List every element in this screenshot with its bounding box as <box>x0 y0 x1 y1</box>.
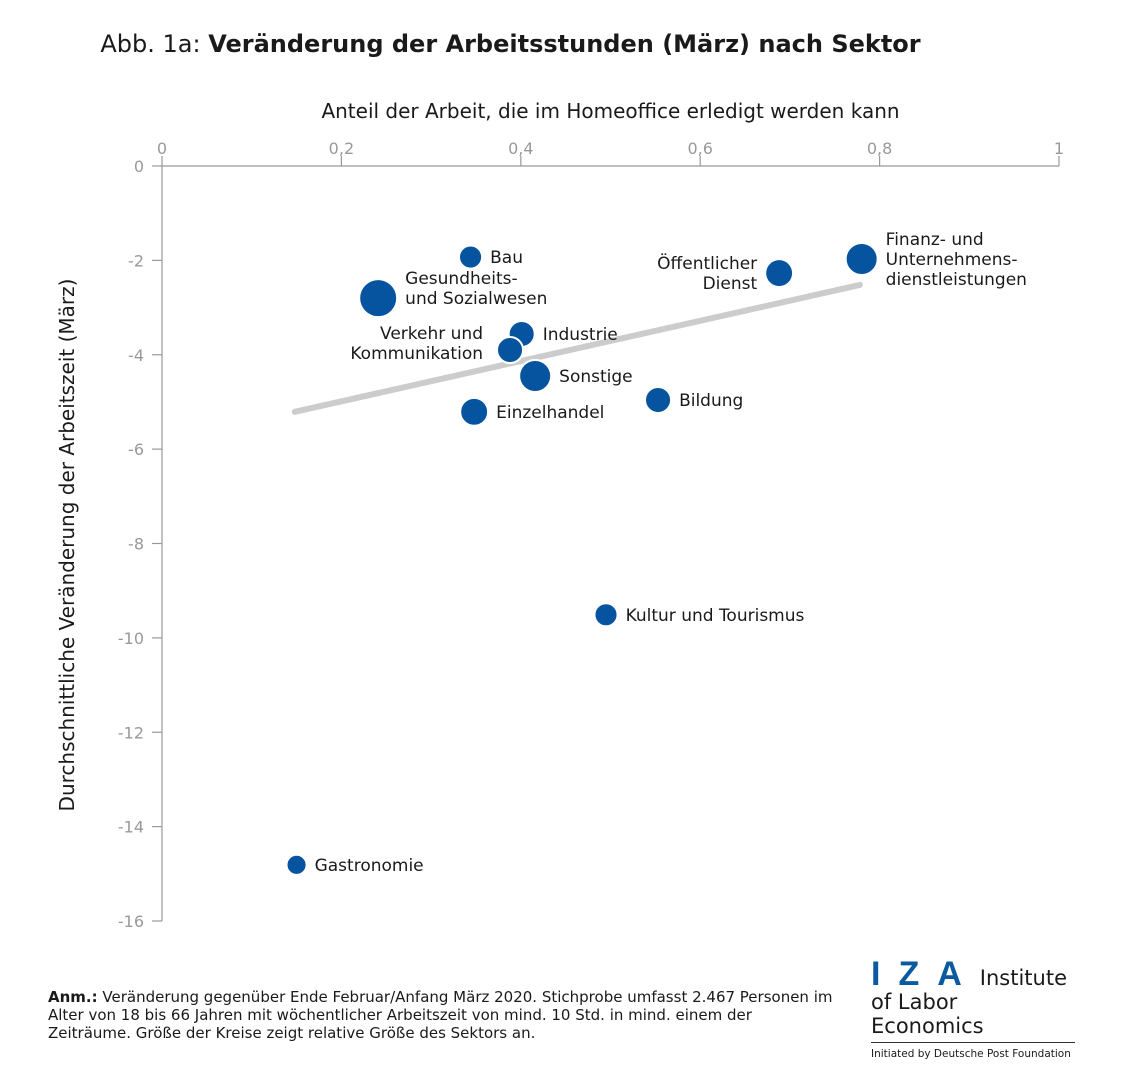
data-point: Einzelhandel <box>459 396 604 427</box>
y-tick-label: -2 <box>128 251 144 270</box>
point-label-line: Industrie <box>543 325 618 345</box>
point-marker <box>518 358 553 393</box>
point-label-line: Sonstige <box>559 367 632 387</box>
footnote-label: Anm.: <box>48 988 98 1006</box>
y-tick-label: -12 <box>118 723 144 742</box>
data-point: Kultur und Tourismus <box>593 602 805 628</box>
point-label: Gesundheits-und Sozialwesen <box>405 269 547 309</box>
trend-line <box>291 281 863 415</box>
x-tick-label: 0,8 <box>867 139 892 158</box>
point-label-line: dienstleistungen <box>886 270 1027 290</box>
x-axis-label: Anteil der Arbeit, die im Homeoffice erl… <box>321 99 899 123</box>
logo-line3: Initiated by Deutsche Post Foundation <box>871 1048 1071 1060</box>
data-point: Bau <box>458 244 523 270</box>
point-marker <box>459 396 490 427</box>
point-label-line: Verkehr und <box>380 324 483 344</box>
data-point: Finanz- und Unternehmens-dienstleistungen <box>844 230 1027 290</box>
y-tick-label: -8 <box>128 535 144 554</box>
y-axis-label: Durchschnittliche Veränderung der Arbeit… <box>55 279 79 812</box>
point-label: Sonstige <box>559 367 632 387</box>
point-label: Bildung <box>679 391 743 411</box>
point-label-line: Öffentlicher <box>657 252 757 274</box>
point-label-line: Bau <box>490 248 523 268</box>
data-point: Sonstige <box>518 358 633 393</box>
title-main: Veränderung der Arbeitsstunden (März) na… <box>208 30 921 58</box>
x-tick-label: 0,2 <box>329 139 354 158</box>
data-point: Bildung <box>644 386 743 415</box>
y-tick-label: -16 <box>118 912 144 931</box>
point-label: Öffentlicher Dienst <box>657 252 757 294</box>
x-tick-label: 1 <box>1054 139 1064 158</box>
point-label-line: Unternehmens- <box>886 250 1018 270</box>
point-label-line: Finanz- und <box>886 230 984 250</box>
data-point: Verkehr und Kommunikation <box>350 324 525 365</box>
x-tick-label: 0,6 <box>687 139 712 158</box>
point-label: Gastronomie <box>315 856 424 876</box>
y-tick-label: -10 <box>118 629 144 648</box>
point-label: Finanz- und Unternehmens-dienstleistungen <box>886 230 1027 290</box>
point-label-line: Gastronomie <box>315 856 424 876</box>
point-label-line: Bildung <box>679 391 743 411</box>
title-prefix: Abb. 1a: <box>100 30 209 58</box>
point-label-line: und Sozialwesen <box>405 289 547 309</box>
chart-title: Abb. 1a: Veränderung der Arbeitsstunden … <box>0 30 1121 58</box>
point-marker <box>496 336 525 365</box>
point-marker <box>593 602 619 628</box>
point-label-line: Dienst <box>703 274 758 294</box>
scatter-chart: 0 0,2 0,4 0,6 0,8 1 0 -2 -4 -6 -8 -10 -12 -14 -16 Antei… <box>55 99 1064 931</box>
logo-line2: of Labor Economics <box>871 990 1075 1043</box>
point-label-line: Gesundheits- <box>405 269 517 289</box>
point-label: Einzelhandel <box>496 403 604 423</box>
y-tick-label: -14 <box>118 818 144 837</box>
footnote: Anm.: Veränderung gegenüber Ende Februar… <box>48 988 838 1042</box>
point-label-line: Kommunikation <box>350 344 483 364</box>
x-tick-label: 0 <box>157 139 167 158</box>
iza-logo: IZAInstitute of Labor Economics Initiate… <box>871 955 1075 1060</box>
x-tick-label: 0,4 <box>508 139 533 158</box>
point-label: Industrie <box>543 325 618 345</box>
data-point: Öffentlicher Dienst <box>657 252 795 294</box>
point-marker <box>285 853 308 876</box>
logo-line1: Institute <box>979 966 1067 990</box>
footnote-text: Veränderung gegenüber Ende Februar/Anfan… <box>48 988 833 1042</box>
point-label: Verkehr und Kommunikation <box>350 324 483 364</box>
point-label-line: Einzelhandel <box>496 403 604 423</box>
point-marker <box>458 244 484 270</box>
data-point: Industrie <box>507 319 618 349</box>
y-tick-label: -6 <box>128 440 144 459</box>
point-label: Bau <box>490 248 523 268</box>
point-marker <box>644 386 673 415</box>
data-point: Gastronomie <box>285 853 424 876</box>
y-tick-label: -4 <box>128 346 144 365</box>
iza-mark: IZA <box>871 955 980 993</box>
point-marker <box>764 258 795 289</box>
data-point: Gesundheits-und Sozialwesen <box>358 269 547 319</box>
y-tick-label: 0 <box>134 157 144 176</box>
point-marker <box>358 278 399 319</box>
point-label-line: Kultur und Tourismus <box>626 606 805 626</box>
point-label: Kultur und Tourismus <box>626 606 805 626</box>
point-marker <box>844 241 879 276</box>
